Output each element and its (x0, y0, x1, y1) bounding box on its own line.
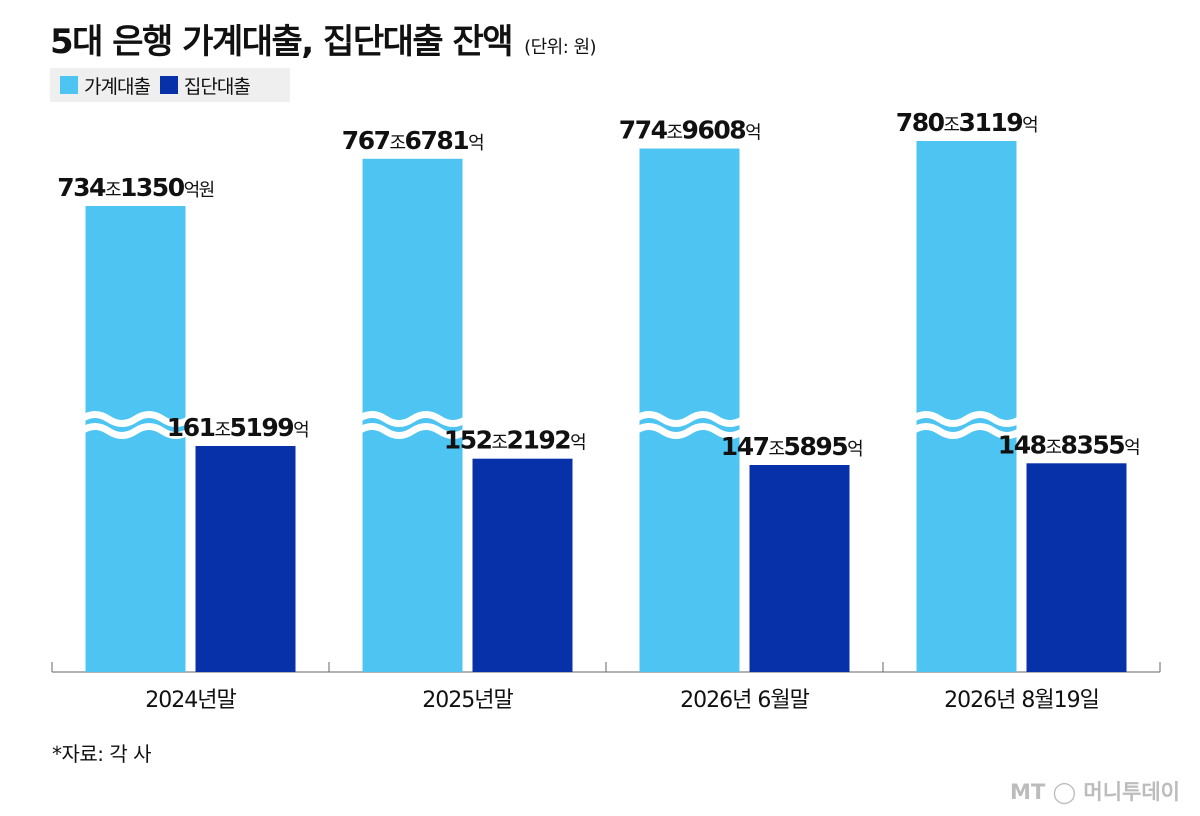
value-label-household: 780조3119억 (896, 108, 1037, 137)
axis-break-mark (79, 423, 192, 439)
value-label-part: 8355 (1061, 430, 1125, 459)
bar-group (195, 446, 296, 672)
x-tick-label: 2025년말 (422, 688, 513, 713)
value-label-part: 767 (342, 126, 390, 155)
bar-household (916, 141, 1017, 672)
value-label-part: 152 (444, 426, 492, 455)
value-label-group: 147조5895억 (721, 432, 862, 461)
source-note: *자료: 각 사 (52, 742, 152, 766)
unit-note: (단위: 원) (524, 37, 597, 58)
bar-household (639, 148, 740, 673)
bar-group (472, 458, 573, 672)
value-label-part: 6781 (405, 126, 469, 155)
value-label-part: 780 (896, 108, 945, 137)
bar-group (1026, 463, 1127, 672)
watermark-logo: MT ◯ 머니투데이 (1010, 780, 1180, 804)
value-label-part: 억 (847, 439, 862, 460)
legend-item-household: 가계대출 (60, 72, 151, 99)
chart-title: 5대 은행 가계대출, 집단대출 잔액 (50, 22, 514, 62)
value-label-part: 억원 (184, 180, 214, 201)
value-label-household: 767조6781억 (342, 126, 483, 155)
value-label-part: 조 (943, 115, 959, 136)
value-label-part: 1350 (120, 173, 185, 202)
value-label-part: 161 (167, 413, 215, 442)
legend-label-group: 집단대출 (183, 75, 251, 98)
x-tick-label: 2024년말 (145, 688, 236, 713)
value-label-group: 161조5199억 (167, 413, 308, 442)
value-label-part: 조 (1045, 437, 1061, 458)
bar-household (85, 206, 186, 672)
axis-break-mark (356, 423, 469, 439)
value-label-part: 조 (105, 180, 121, 201)
axis-break-mark (910, 411, 1023, 427)
value-label-part: 2192 (507, 426, 571, 455)
value-label-part: 774 (619, 116, 668, 145)
value-label-part: 조 (491, 433, 507, 454)
value-label-group: 148조8355억 (998, 430, 1139, 459)
legend-swatch-household (60, 76, 78, 94)
x-tick-label: 2026년 6월말 (680, 688, 809, 713)
x-tick-label: 2026년 8월19일 (944, 688, 1099, 713)
axis-break-mark (633, 423, 746, 439)
value-label-part: 147 (721, 432, 769, 461)
axis-break-mark (910, 423, 1023, 439)
value-label-part: 억 (1022, 115, 1037, 136)
value-label-part: 734 (57, 173, 106, 202)
legend-label-household: 가계대출 (84, 75, 151, 98)
axis-break-mark (79, 411, 192, 427)
value-label-part: 억 (468, 133, 483, 154)
value-label-part: 5199 (230, 413, 294, 442)
value-label-part: 148 (998, 430, 1046, 459)
value-label-part: 억 (570, 433, 585, 454)
value-label-part: 3119 (959, 108, 1023, 137)
value-label-part: 9608 (682, 116, 746, 145)
value-label-part: 억 (745, 123, 760, 144)
value-label-household: 734조1350억원 (57, 173, 213, 202)
bar-group (749, 465, 850, 672)
value-label-part: 조 (768, 439, 784, 460)
legend-swatch-group (159, 76, 178, 94)
value-label-part: 조 (666, 123, 682, 144)
value-label-part: 조 (214, 420, 230, 441)
value-label-part: 5895 (784, 432, 848, 461)
title-row: 5대 은행 가계대출, 집단대출 잔액 (단위: 원) (50, 14, 597, 63)
value-label-part: 억 (1124, 437, 1139, 458)
value-label-part: 억 (293, 420, 308, 441)
value-label-part: 조 (389, 133, 405, 154)
axis-break-mark (356, 411, 469, 427)
legend: 가계대출 집단대출 (50, 68, 290, 102)
legend-item-group: 집단대출 (159, 72, 251, 99)
value-label-group: 152조2192억 (444, 426, 585, 455)
value-label-household: 774조9608억 (619, 116, 760, 145)
axis-break-mark (633, 411, 746, 427)
